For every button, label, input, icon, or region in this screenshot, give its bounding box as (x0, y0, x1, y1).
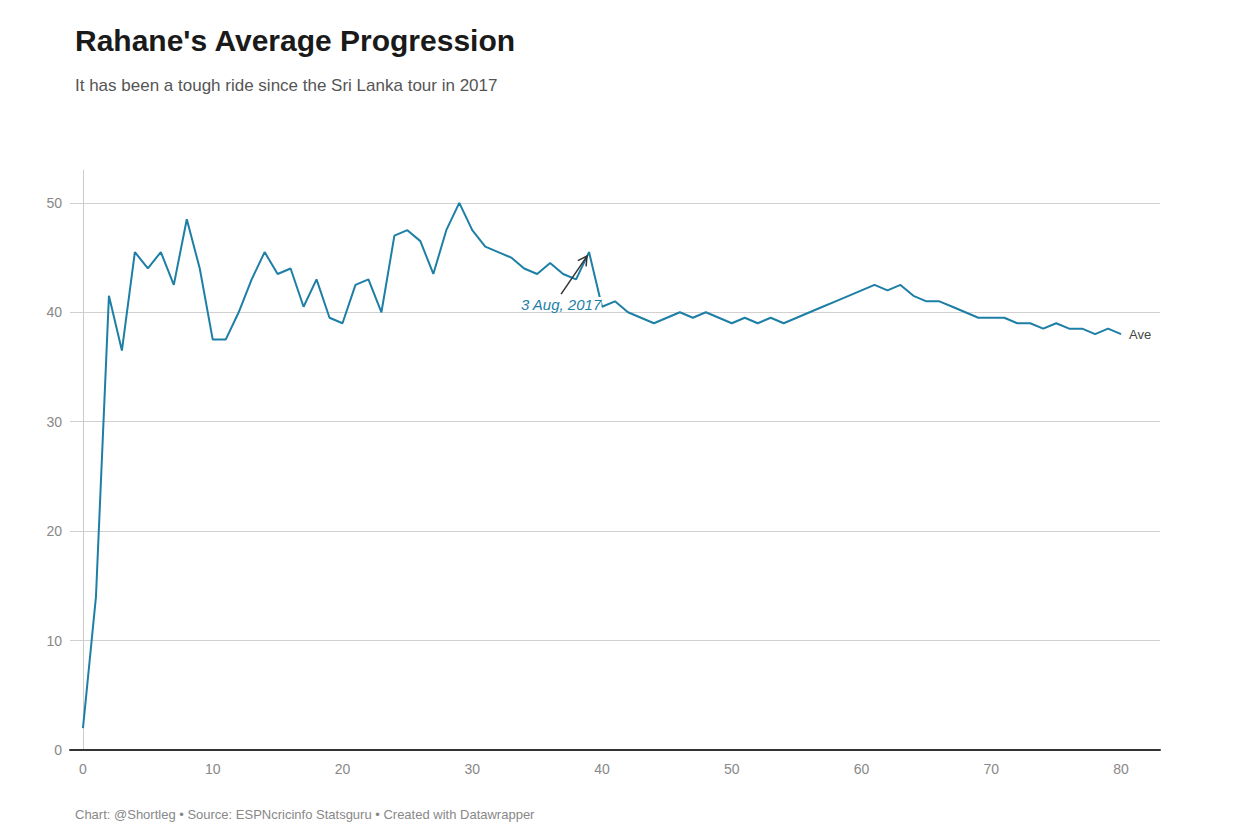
svg-text:Rahane's Average Progression: Rahane's Average Progression (75, 24, 515, 57)
svg-text:20: 20 (46, 523, 62, 539)
svg-text:30: 30 (46, 414, 62, 430)
svg-text:80: 80 (1113, 761, 1129, 777)
svg-text:0: 0 (79, 761, 87, 777)
svg-text:40: 40 (46, 304, 62, 320)
svg-text:40: 40 (594, 761, 610, 777)
svg-text:60: 60 (854, 761, 870, 777)
svg-text:10: 10 (205, 761, 221, 777)
svg-text:30: 30 (464, 761, 480, 777)
svg-text:50: 50 (46, 195, 62, 211)
svg-text:10: 10 (46, 633, 62, 649)
svg-text:0: 0 (54, 742, 62, 758)
svg-text:50: 50 (724, 761, 740, 777)
svg-text:3 Aug, 2017: 3 Aug, 2017 (521, 296, 602, 313)
svg-text:70: 70 (984, 761, 1000, 777)
svg-text:It has been a tough ride since: It has been a tough ride since the Sri L… (75, 76, 497, 95)
svg-text:Ave: Ave (1129, 327, 1151, 342)
svg-text:20: 20 (335, 761, 351, 777)
svg-text:Chart: @Shortleg • Source: ESP: Chart: @Shortleg • Source: ESPNcricinfo … (75, 807, 535, 822)
